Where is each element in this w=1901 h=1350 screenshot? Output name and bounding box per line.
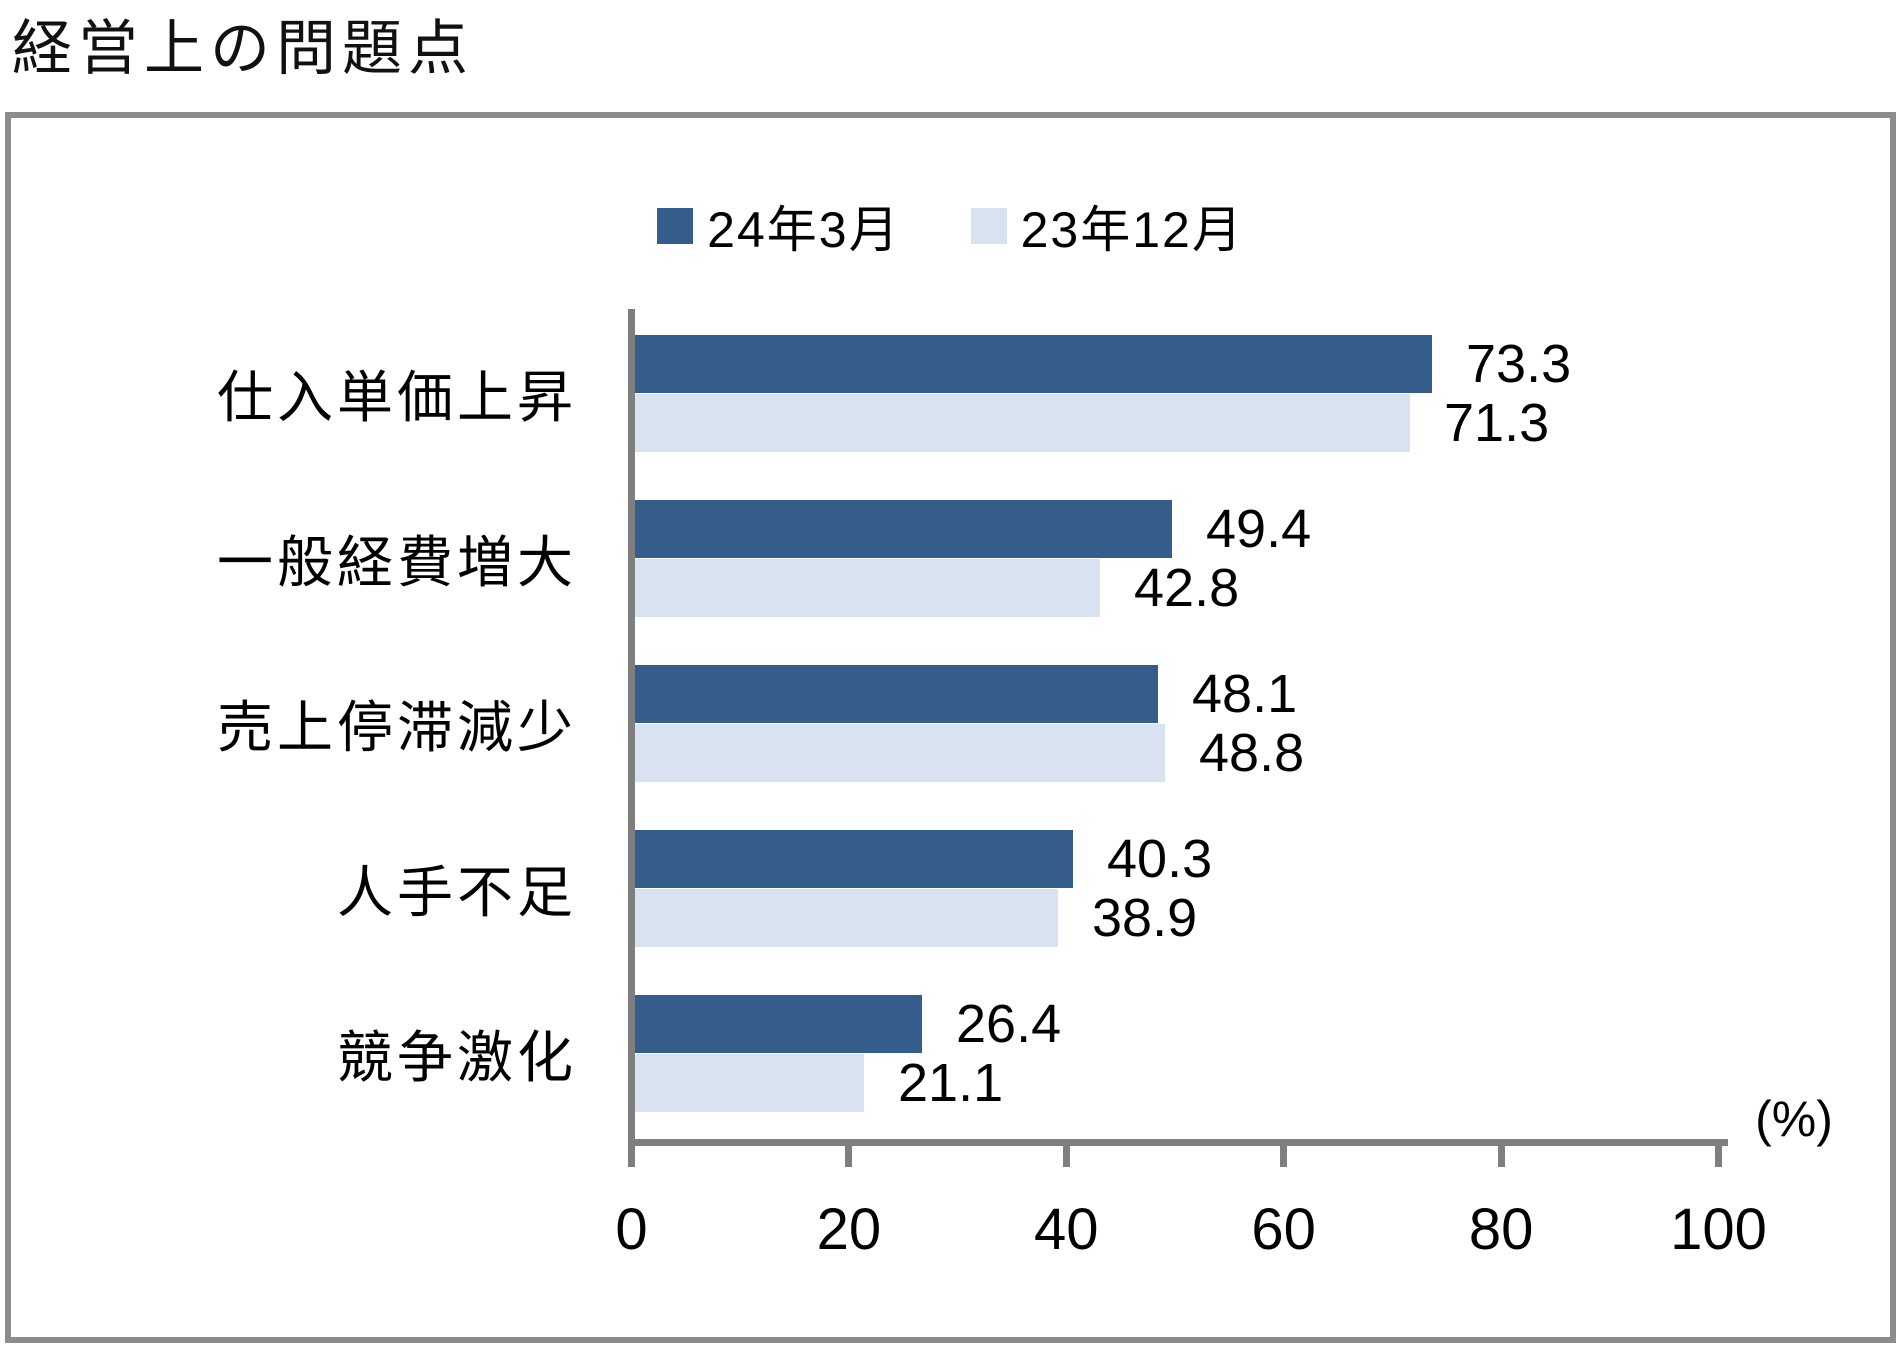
x-axis-unit-label: (%) <box>1755 1091 1833 1147</box>
bar-s1-c2 <box>635 500 1172 558</box>
x-axis-line <box>628 1139 1728 1146</box>
bar-value-s1-c3: 48.1 <box>1192 664 1298 724</box>
bar-value-s1-c5: 26.4 <box>956 994 1062 1054</box>
x-tick-20 <box>845 1139 853 1167</box>
bar-value-s2-c4: 38.9 <box>1092 888 1198 948</box>
x-tick-100 <box>1715 1139 1722 1167</box>
bar-s2-c1 <box>635 394 1410 452</box>
category-label-4: 人手不足 <box>337 861 577 924</box>
legend-swatch-icon <box>657 208 694 244</box>
category-labels: 仕入単価上昇 一般経費増大 売上停滞減少人手不足競争激化 <box>11 335 577 1112</box>
bar-s2-c2 <box>635 559 1100 617</box>
x-tick-label-20: 20 <box>816 1197 882 1262</box>
plot-area: 73.3 71.3 49.4 42.8 48.1 48.8 40.3 38.9 26.4 21.1 <box>635 334 1722 1113</box>
x-tick-60 <box>1280 1139 1288 1167</box>
x-tick-label-60: 60 <box>1251 1197 1316 1262</box>
x-tick-0 <box>628 1139 635 1167</box>
legend-label: 24年3月 <box>707 202 901 258</box>
x-tick-label-80: 80 <box>1468 1197 1534 1262</box>
category-label-3: 売上停滞減少 <box>217 696 577 759</box>
bar-s2-c3 <box>635 724 1165 782</box>
x-tick-label-40: 40 <box>1034 1197 1099 1262</box>
x-tick-80 <box>1497 1139 1505 1167</box>
bar-s1-c1 <box>635 335 1432 393</box>
chart-container: 24年3月 23年12月 仕入単価上昇 一般経費増大 売上停滞減少人手不足競争激化 7… <box>5 112 1896 1343</box>
bar-value-s1-c4: 40.3 <box>1107 829 1213 889</box>
bar-value-s2-c2: 42.8 <box>1134 558 1240 618</box>
x-tick-label-100: 100 <box>1670 1197 1767 1262</box>
y-axis-line <box>628 309 635 1146</box>
bar-s1-c4 <box>635 830 1073 888</box>
bar-s2-c5 <box>635 1054 864 1112</box>
bar-s1-c3 <box>635 665 1158 723</box>
x-tick-40 <box>1062 1139 1070 1167</box>
bar-s1-c5 <box>635 995 922 1053</box>
legend-label: 23年12月 <box>1020 202 1244 258</box>
x-tick-label-0: 0 <box>615 1197 648 1262</box>
bar-value-s1-c2: 49.4 <box>1206 499 1312 559</box>
legend-swatch-icon <box>970 208 1007 244</box>
legend-item-2: 23年12月 <box>970 190 1244 262</box>
category-label-5: 競争激化 <box>337 1026 577 1089</box>
bar-value-s2-c1: 71.3 <box>1444 393 1550 453</box>
bar-value-s2-c5: 21.1 <box>898 1053 1004 1113</box>
legend-item-1: 24年3月 <box>657 190 900 262</box>
bar-value-s2-c3: 48.8 <box>1199 723 1305 783</box>
category-label-2: 一般経費増大 <box>217 531 577 594</box>
page-title: 経営上の問題点 <box>12 15 474 82</box>
category-label-1: 仕入単価上昇 <box>217 366 577 429</box>
chart-legend: 24年3月 23年12月 <box>11 190 1890 262</box>
bar-value-s1-c1: 73.3 <box>1466 334 1572 394</box>
bar-s2-c4 <box>635 889 1058 947</box>
